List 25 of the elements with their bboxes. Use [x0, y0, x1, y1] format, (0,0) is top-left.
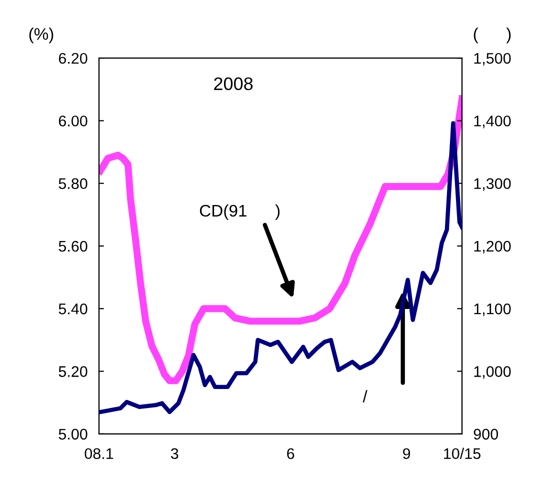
annotation: CD(91 ) — [200, 204, 280, 220]
y-tick-label: 5.60 — [58, 240, 88, 252]
x-tick-label: 08.1 — [84, 448, 114, 460]
text: 2008 — [214, 77, 253, 90]
y2-tick-label: 1,100 — [474, 304, 511, 316]
y2-tick-label: 1,500 — [474, 52, 511, 66]
x-tick-label: 6 — [287, 448, 294, 460]
y2-tick-label: 1,300 — [474, 178, 511, 191]
y-axis-title: (%) — [29, 28, 54, 44]
y-tick-label: 6.00 — [58, 116, 88, 126]
annotation: / — [362, 390, 368, 402]
x-tick-label: 10/15 — [444, 448, 480, 460]
y2-tick-label: 1,200 — [474, 240, 511, 254]
y2-tick-label: 1,400 — [474, 116, 511, 128]
line-series — [99, 121, 462, 414]
y-tick-label: 5.80 — [58, 178, 88, 190]
y-tick-label: 5.40 — [58, 304, 88, 314]
y2-axis-title: ( ) — [474, 28, 511, 44]
y2-tick-label: 1,000 — [474, 366, 511, 379]
x-tick-label: 9 — [403, 448, 410, 460]
x-tick-label: 3 — [170, 448, 178, 460]
y-tick-label: 6.20 — [58, 52, 88, 64]
y2-tick-label: 900 — [474, 428, 498, 440]
y-tick-label: 5.00 — [58, 428, 88, 440]
y-tick-label: 5.20 — [58, 366, 88, 377]
